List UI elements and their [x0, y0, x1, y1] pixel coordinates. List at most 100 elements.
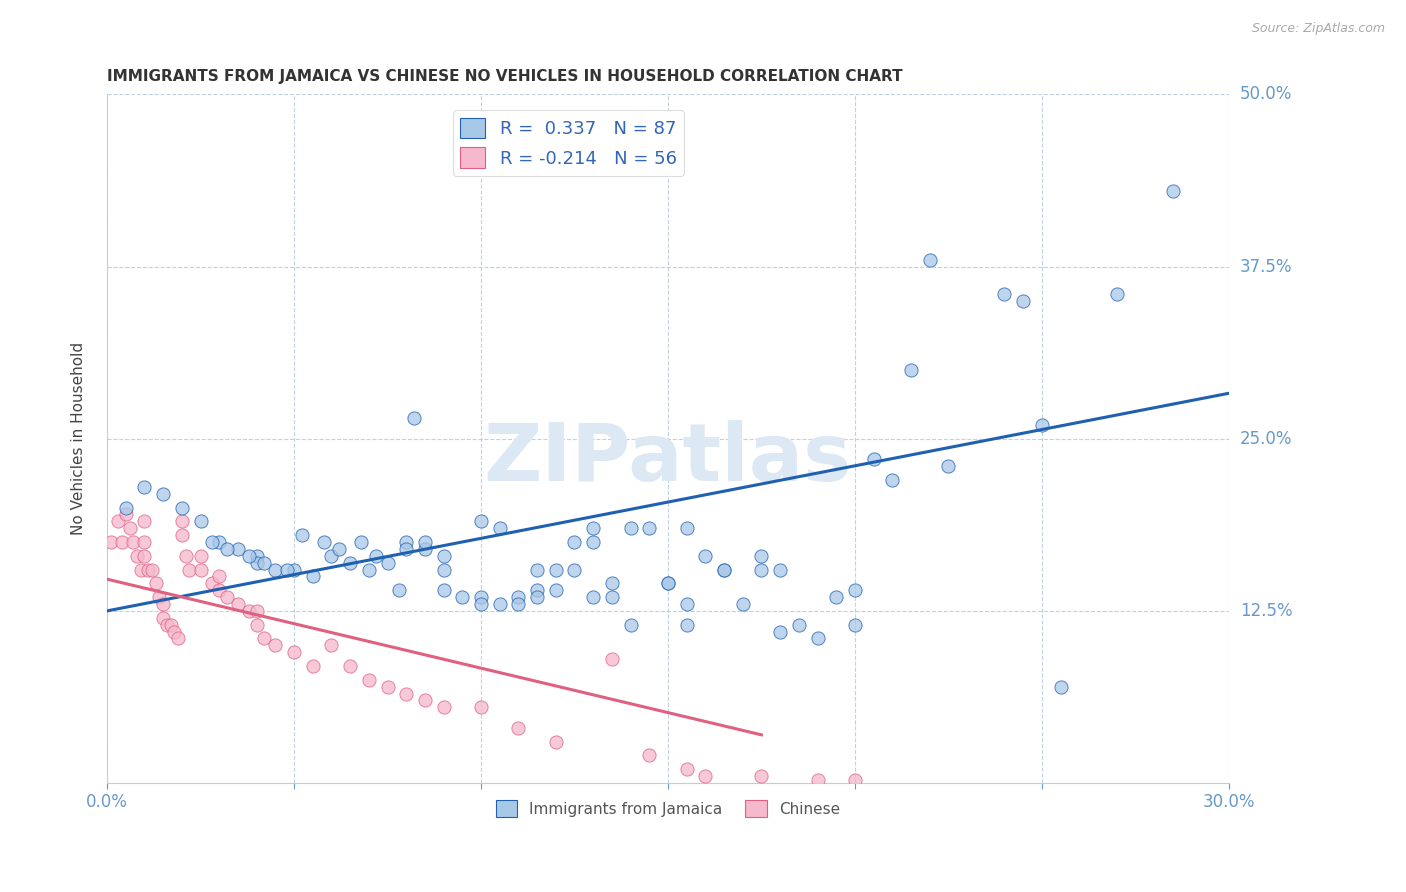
- Point: [350, 535, 373, 549]
- Point: [470, 514, 492, 528]
- Text: Source: ZipAtlas.com: Source: ZipAtlas.com: [1251, 22, 1385, 36]
- Point: [226, 541, 249, 556]
- Point: [201, 576, 224, 591]
- Point: [413, 541, 436, 556]
- Point: [134, 549, 156, 563]
- Text: 37.5%: 37.5%: [1240, 258, 1292, 276]
- Point: [170, 514, 193, 528]
- Point: [201, 535, 224, 549]
- Point: [129, 563, 152, 577]
- Point: [508, 590, 530, 604]
- Point: [488, 521, 510, 535]
- Point: [145, 576, 167, 591]
- Point: [215, 541, 238, 556]
- Point: [339, 659, 361, 673]
- Legend: Immigrants from Jamaica, Chinese: Immigrants from Jamaica, Chinese: [489, 794, 846, 823]
- Point: [1031, 417, 1053, 432]
- Point: [787, 617, 810, 632]
- Point: [1049, 680, 1071, 694]
- Point: [107, 514, 129, 528]
- Point: [170, 500, 193, 515]
- Point: [301, 659, 323, 673]
- Point: [253, 632, 276, 646]
- Point: [470, 700, 492, 714]
- Point: [208, 569, 231, 583]
- Point: [675, 521, 697, 535]
- Point: [290, 528, 312, 542]
- Point: [526, 583, 548, 598]
- Point: [159, 617, 181, 632]
- Point: [713, 563, 735, 577]
- Point: [638, 521, 661, 535]
- Point: [253, 556, 276, 570]
- Point: [433, 549, 456, 563]
- Point: [152, 611, 174, 625]
- Point: [544, 583, 567, 598]
- Point: [582, 521, 605, 535]
- Point: [301, 569, 323, 583]
- Point: [526, 590, 548, 604]
- Point: [675, 597, 697, 611]
- Point: [564, 563, 586, 577]
- Point: [339, 556, 361, 570]
- Point: [844, 583, 866, 598]
- Text: ZIPatlas: ZIPatlas: [484, 420, 852, 499]
- Point: [451, 590, 474, 604]
- Point: [395, 541, 418, 556]
- Point: [136, 563, 159, 577]
- Point: [918, 252, 941, 267]
- Point: [215, 590, 238, 604]
- Point: [167, 632, 190, 646]
- Text: 50.0%: 50.0%: [1240, 86, 1292, 103]
- Point: [114, 500, 136, 515]
- Point: [148, 590, 170, 604]
- Point: [179, 563, 201, 577]
- Point: [751, 563, 773, 577]
- Point: [433, 583, 456, 598]
- Point: [264, 638, 287, 652]
- Point: [152, 597, 174, 611]
- Text: 12.5%: 12.5%: [1240, 602, 1292, 620]
- Point: [488, 597, 510, 611]
- Point: [413, 535, 436, 549]
- Point: [769, 624, 792, 639]
- Point: [713, 563, 735, 577]
- Text: IMMIGRANTS FROM JAMAICA VS CHINESE NO VEHICLES IN HOUSEHOLD CORRELATION CHART: IMMIGRANTS FROM JAMAICA VS CHINESE NO VE…: [107, 69, 903, 84]
- Point: [377, 680, 399, 694]
- Point: [695, 549, 717, 563]
- Point: [395, 686, 418, 700]
- Point: [526, 563, 548, 577]
- Point: [276, 563, 298, 577]
- Point: [582, 590, 605, 604]
- Point: [938, 459, 960, 474]
- Point: [283, 645, 305, 659]
- Point: [118, 521, 141, 535]
- Point: [657, 576, 679, 591]
- Point: [470, 590, 492, 604]
- Point: [377, 556, 399, 570]
- Point: [264, 563, 287, 577]
- Point: [357, 563, 380, 577]
- Point: [321, 638, 343, 652]
- Y-axis label: No Vehicles in Household: No Vehicles in Household: [72, 343, 86, 535]
- Point: [508, 721, 530, 735]
- Point: [238, 604, 260, 618]
- Point: [544, 735, 567, 749]
- Point: [388, 583, 411, 598]
- Point: [190, 549, 212, 563]
- Point: [366, 549, 388, 563]
- Point: [395, 535, 418, 549]
- Point: [156, 617, 179, 632]
- Point: [134, 535, 156, 549]
- Text: 25.0%: 25.0%: [1240, 430, 1292, 448]
- Point: [283, 563, 305, 577]
- Point: [731, 597, 754, 611]
- Point: [675, 762, 697, 776]
- Point: [125, 549, 148, 563]
- Point: [993, 287, 1015, 301]
- Point: [600, 590, 623, 604]
- Point: [433, 563, 456, 577]
- Point: [1105, 287, 1128, 301]
- Point: [122, 535, 145, 549]
- Point: [246, 556, 269, 570]
